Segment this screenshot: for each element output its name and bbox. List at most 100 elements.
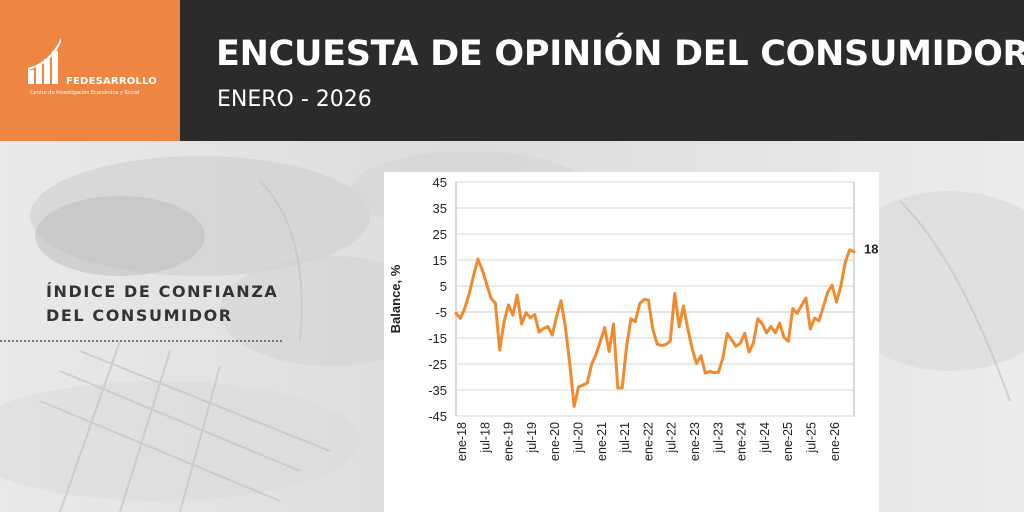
data-point xyxy=(708,370,712,373)
data-point xyxy=(852,250,856,254)
x-tick-label: ene-19 xyxy=(502,422,516,461)
data-point xyxy=(791,307,795,310)
data-point xyxy=(537,330,541,334)
chart-panel: 45 35 25 15 5 -5 -15 -25 -35 -45 ene-18 jul-18 ene-… xyxy=(384,172,889,512)
data-point xyxy=(848,248,851,252)
data-point xyxy=(773,331,777,335)
last-value-label: 18,2 xyxy=(864,242,879,257)
data-point xyxy=(664,343,668,346)
data-point xyxy=(511,313,515,317)
x-tick-label: jul-25 xyxy=(805,422,819,454)
data-point xyxy=(817,319,821,323)
data-point xyxy=(472,274,475,278)
y-tick-label: 35 xyxy=(433,201,447,216)
data-point xyxy=(572,405,576,408)
data-point xyxy=(765,331,768,335)
data-point xyxy=(835,300,838,304)
data-point xyxy=(581,383,585,387)
data-point xyxy=(498,348,502,352)
data-point xyxy=(660,344,663,347)
data-point xyxy=(607,350,611,353)
data-point xyxy=(489,296,493,300)
data-point xyxy=(682,304,685,308)
x-tick-label: ene-25 xyxy=(781,422,795,461)
x-tick-label: jul-19 xyxy=(525,422,539,454)
data-point xyxy=(594,353,598,356)
x-tick-label: ene-22 xyxy=(641,422,655,461)
y-tick-label: 15 xyxy=(433,253,447,268)
x-tick-label: jul-22 xyxy=(665,422,679,454)
data-point xyxy=(795,311,799,315)
data-point xyxy=(813,316,816,320)
y-tick-label: 45 xyxy=(433,175,447,190)
data-point xyxy=(804,296,808,300)
data-point xyxy=(730,338,733,341)
data-point xyxy=(690,347,694,351)
logo-name: FEDESARROLLO xyxy=(66,76,157,87)
data-point xyxy=(563,325,567,329)
data-point xyxy=(542,327,545,330)
data-point xyxy=(603,326,607,329)
data-point xyxy=(677,325,681,329)
data-point xyxy=(546,325,550,328)
page-title: ENCUESTA DE OPINIÓN DEL CONSUMIDOR xyxy=(216,34,1024,74)
data-point xyxy=(612,322,615,326)
data-point xyxy=(502,320,506,323)
data-point xyxy=(734,344,738,348)
data-point xyxy=(651,327,655,331)
data-point xyxy=(782,336,786,339)
data-point xyxy=(822,304,825,308)
data-point xyxy=(515,293,519,297)
x-tick-label: jul-21 xyxy=(618,422,632,454)
data-point xyxy=(743,331,747,335)
x-tick-label: jul-18 xyxy=(478,422,492,454)
x-tick-label: jul-20 xyxy=(572,422,586,454)
x-tick-label: jul-24 xyxy=(758,422,772,454)
x-tick-label: ene-23 xyxy=(688,422,702,461)
index-label-line1: ÍNDICE DE CONFIANZA xyxy=(46,282,279,301)
y-tick-label: -15 xyxy=(428,331,447,346)
data-point xyxy=(494,301,497,305)
data-point xyxy=(638,302,642,306)
y-tick-label: 25 xyxy=(433,227,447,242)
data-point xyxy=(699,354,703,358)
data-point xyxy=(808,327,812,331)
data-point xyxy=(480,268,484,271)
data-point xyxy=(625,344,628,348)
data-point xyxy=(712,371,716,374)
data-point xyxy=(839,284,843,288)
data-point xyxy=(787,339,790,343)
data-point xyxy=(577,385,580,389)
data-point xyxy=(633,320,637,323)
data-point xyxy=(568,361,572,365)
data-point xyxy=(463,307,467,310)
x-tick-label: ene-26 xyxy=(828,422,842,461)
y-tick-label: 5 xyxy=(440,279,447,294)
data-point xyxy=(703,371,707,375)
data-point xyxy=(747,350,751,354)
data-point xyxy=(686,327,690,330)
data-point xyxy=(725,332,729,335)
data-point xyxy=(550,333,554,337)
data-point xyxy=(668,339,672,343)
data-point xyxy=(620,386,624,390)
data-point xyxy=(769,325,773,328)
data-point xyxy=(616,386,620,390)
data-point xyxy=(673,292,677,295)
fedesarrollo-logo-icon xyxy=(28,38,61,84)
data-point xyxy=(778,321,781,325)
data-point xyxy=(485,282,488,286)
data-point xyxy=(655,342,659,346)
data-point xyxy=(647,298,650,302)
data-point xyxy=(629,317,633,321)
data-point xyxy=(459,316,462,320)
data-point xyxy=(520,322,523,326)
data-point xyxy=(598,340,602,343)
x-tick-label: ene-20 xyxy=(548,422,562,461)
y-tick-label: -35 xyxy=(428,383,447,398)
data-point xyxy=(559,299,563,303)
data-point xyxy=(467,292,471,296)
data-point xyxy=(721,356,725,360)
data-point xyxy=(529,316,532,320)
x-tick-label: jul-23 xyxy=(711,422,725,454)
